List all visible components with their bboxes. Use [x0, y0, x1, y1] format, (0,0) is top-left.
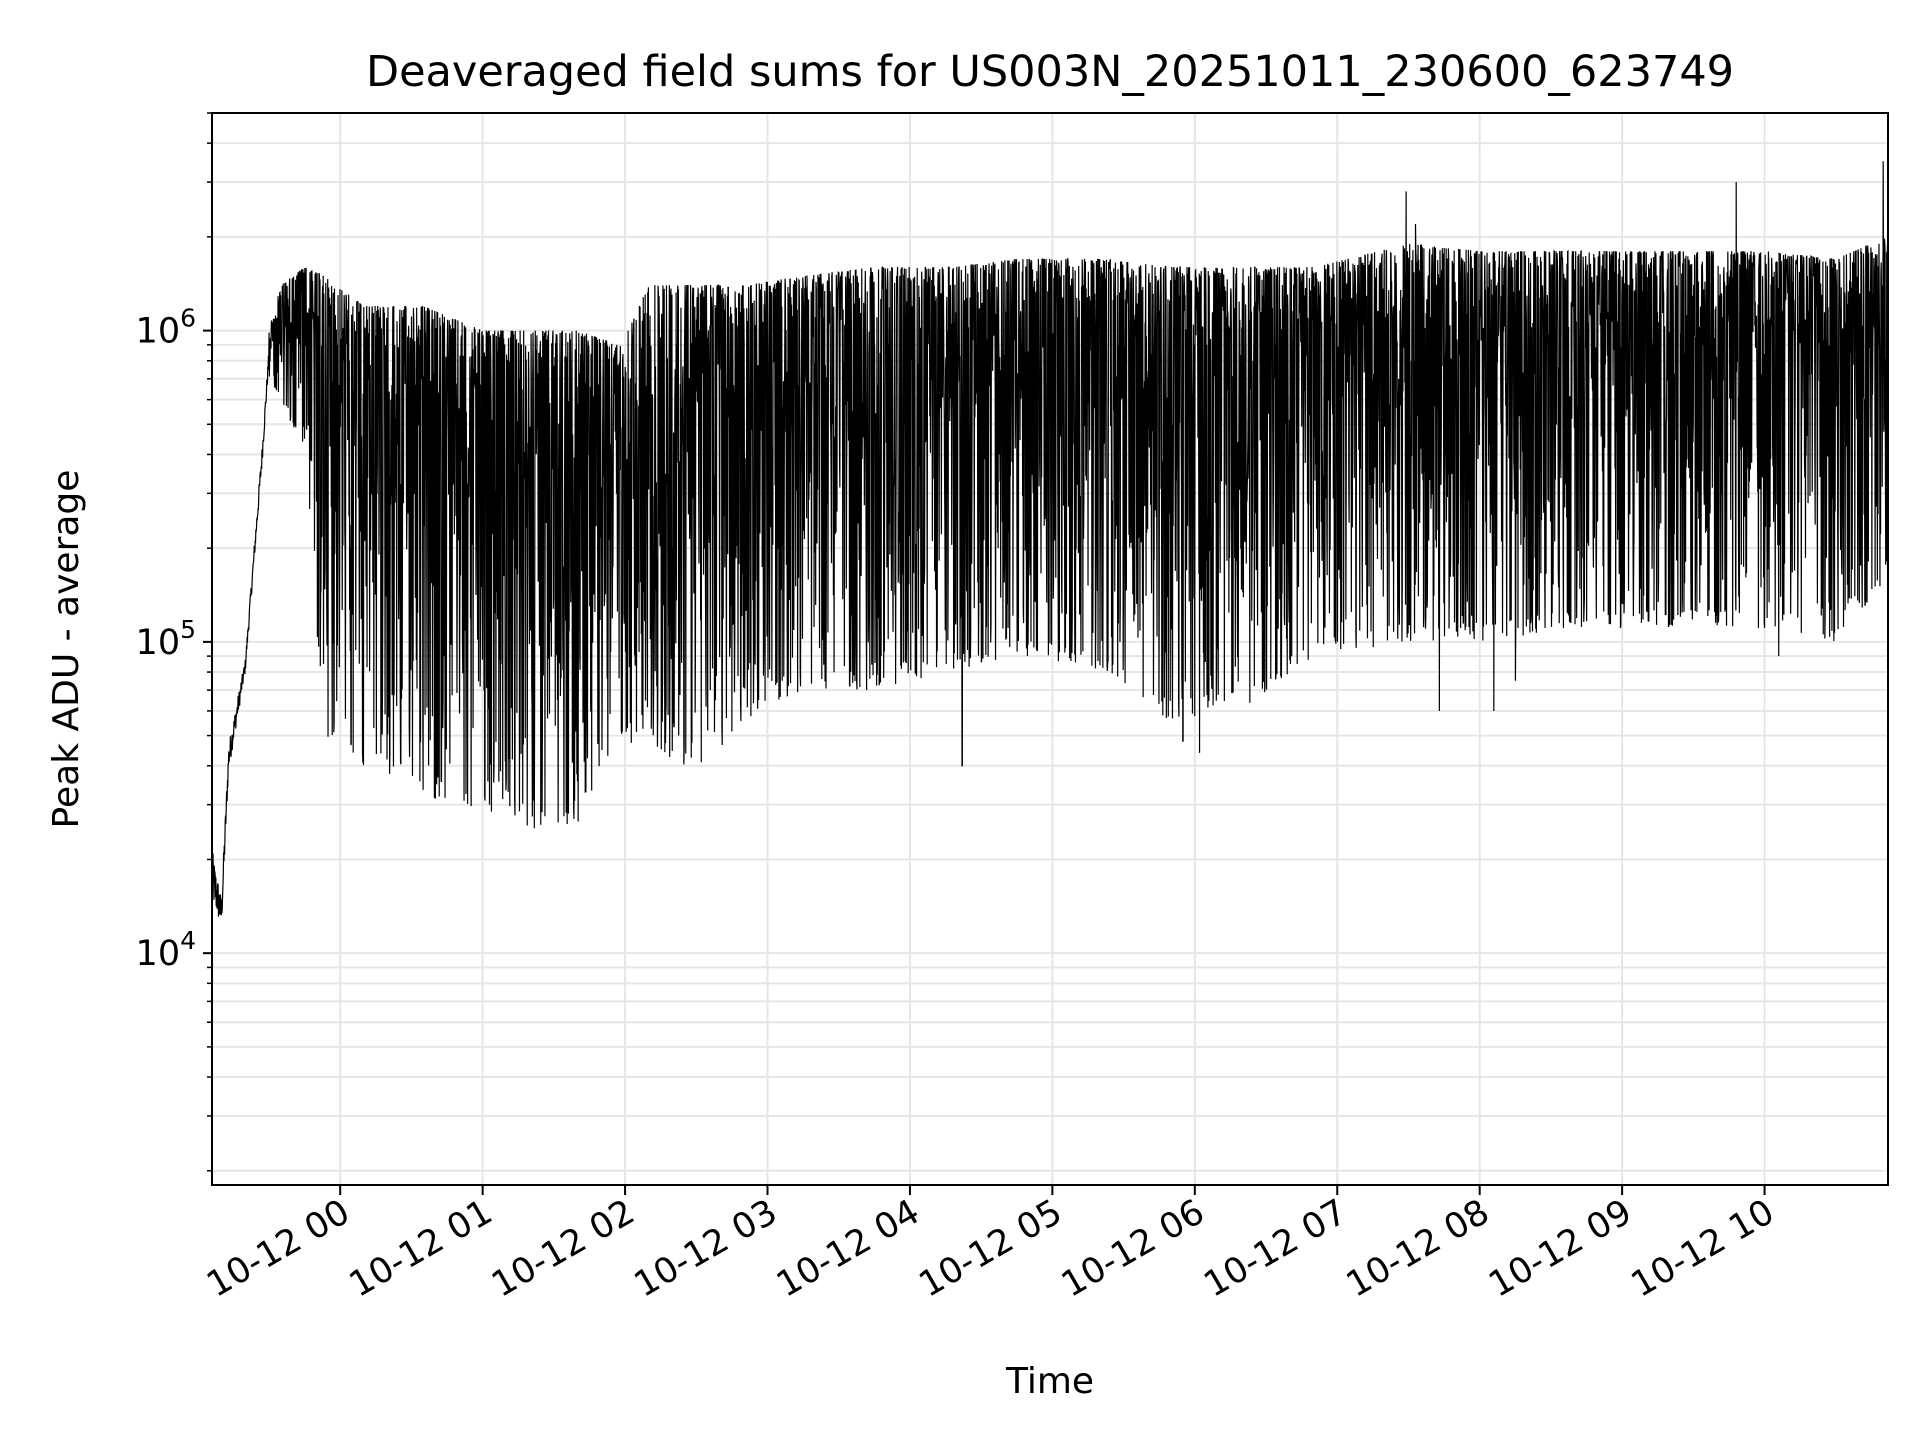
plot-area	[211, 161, 1889, 917]
series-line	[211, 161, 1889, 917]
axes-frame	[211, 112, 1889, 1186]
y-tick-label: 105	[136, 615, 196, 663]
y-axis-label: Peak ADU - average	[46, 470, 87, 829]
chart-title: Deaveraged field sums for US003N_2025101…	[366, 47, 1734, 97]
y-axis: 104 105 106	[136, 112, 212, 1172]
y-tick-label: 106	[136, 304, 196, 352]
y-tick-label: 104	[136, 926, 196, 974]
x-axis-label: Time	[1005, 1361, 1094, 1402]
